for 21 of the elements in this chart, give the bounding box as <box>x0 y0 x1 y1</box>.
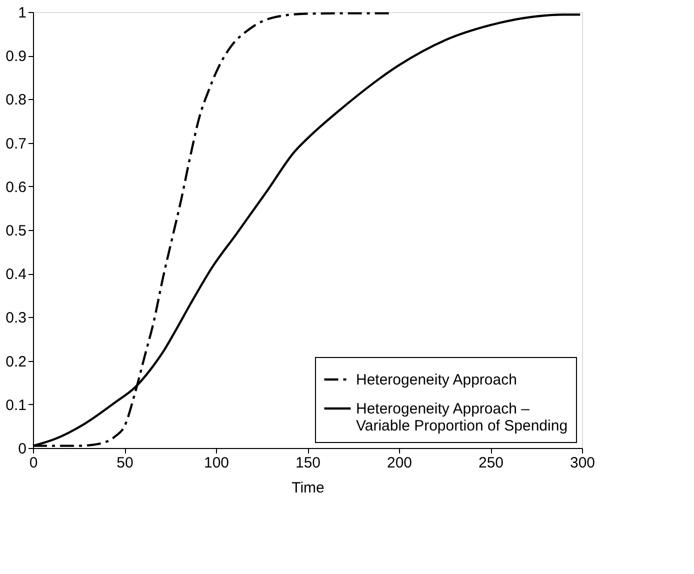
legend-label: Heterogeneity Approach <box>356 372 517 388</box>
y-tick-label: 0.8 <box>6 92 26 109</box>
x-tick-label: 50 <box>116 454 134 472</box>
y-tick-label: 0.1 <box>6 396 26 414</box>
y-tick-label: 0.4 <box>6 266 26 284</box>
x-tick-label: 300 <box>570 454 596 472</box>
y-tick-label: 0.9 <box>6 48 26 66</box>
y-tick-label: 0.5 <box>6 222 26 240</box>
y-tick-label: 0.3 <box>6 310 26 327</box>
x-axis-title: Time <box>292 480 324 496</box>
x-tick-label: 200 <box>386 454 412 472</box>
x-tick-label: 0 <box>29 454 38 472</box>
legend-label: Heterogeneity Approach – Variable Proportion of Spending <box>356 400 568 434</box>
x-tick-label: 150 <box>295 454 321 472</box>
y-tick-label: 0.6 <box>6 178 26 196</box>
x-tick-label: 100 <box>204 454 230 472</box>
y-tick-label: 0.7 <box>6 135 26 152</box>
x-tick-label: 250 <box>478 454 504 472</box>
y-tick-label: 0 <box>18 440 26 458</box>
y-tick-label: 0.2 <box>6 353 26 370</box>
y-tick-label: 1 <box>18 4 26 22</box>
